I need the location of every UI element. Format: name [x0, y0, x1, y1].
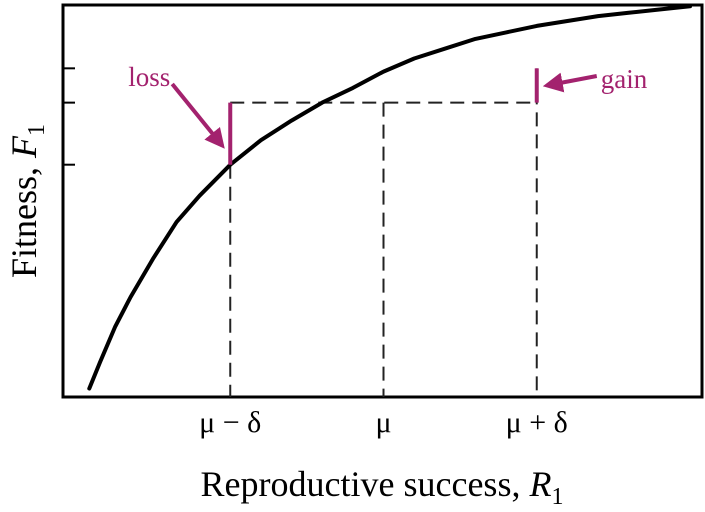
x-tick-label: μ [375, 406, 391, 439]
x-tick-label: μ − δ [199, 406, 261, 439]
x-ticks: μ − δ μ μ + δ [199, 406, 568, 439]
y-axis-label: Fitness, F1 [4, 124, 50, 278]
annotations: loss gain [128, 62, 648, 149]
x-tick-label: μ + δ [506, 406, 568, 439]
x-axis-label: Reproductive success, R1 [201, 464, 564, 510]
loss-arrow [170, 82, 225, 149]
fitness-curve [87, 4, 692, 391]
loss-label: loss [128, 62, 170, 92]
reference-lines [229, 68, 538, 397]
highlight-layer [228, 68, 539, 165]
curve-layer [87, 4, 692, 391]
gain-label: gain [601, 64, 648, 94]
gain-arrow [542, 72, 598, 93]
y-ticks [63, 67, 75, 166]
